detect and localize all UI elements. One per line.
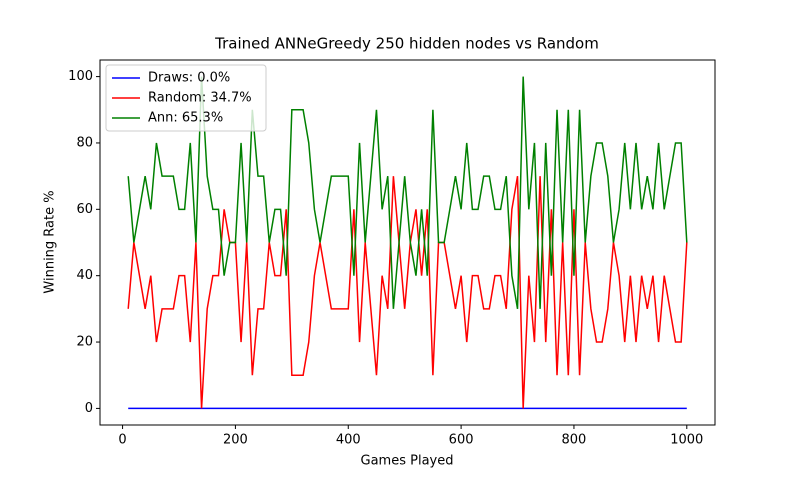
y-tick-label: 40 bbox=[76, 268, 93, 283]
legend-label: Draws: 0.0% bbox=[148, 71, 230, 86]
legend-label: Random: 34.7% bbox=[148, 91, 252, 106]
y-tick-label: 80 bbox=[76, 135, 93, 150]
x-axis-label: Games Played bbox=[361, 454, 454, 469]
legend-label: Ann: 65.3% bbox=[148, 111, 223, 126]
x-tick-label: 800 bbox=[562, 433, 587, 448]
x-tick-label: 1000 bbox=[670, 433, 703, 448]
x-tick-label: 0 bbox=[118, 433, 126, 448]
y-axis-label: Winning Rate % bbox=[43, 190, 58, 293]
legend-box bbox=[105, 64, 267, 132]
x-tick-label: 600 bbox=[449, 433, 474, 448]
x-tick-label: 200 bbox=[223, 433, 248, 448]
plot-frame bbox=[99, 59, 716, 426]
y-tick-label: 0 bbox=[85, 401, 93, 416]
y-tick-label: 60 bbox=[76, 202, 93, 217]
y-tick-label: 20 bbox=[76, 335, 93, 350]
y-tick-label: 100 bbox=[68, 69, 93, 84]
chart-title: Trained ANNeGreedy 250 hidden nodes vs R… bbox=[214, 35, 599, 53]
x-tick-label: 400 bbox=[336, 433, 361, 448]
series-line bbox=[127, 76, 688, 309]
